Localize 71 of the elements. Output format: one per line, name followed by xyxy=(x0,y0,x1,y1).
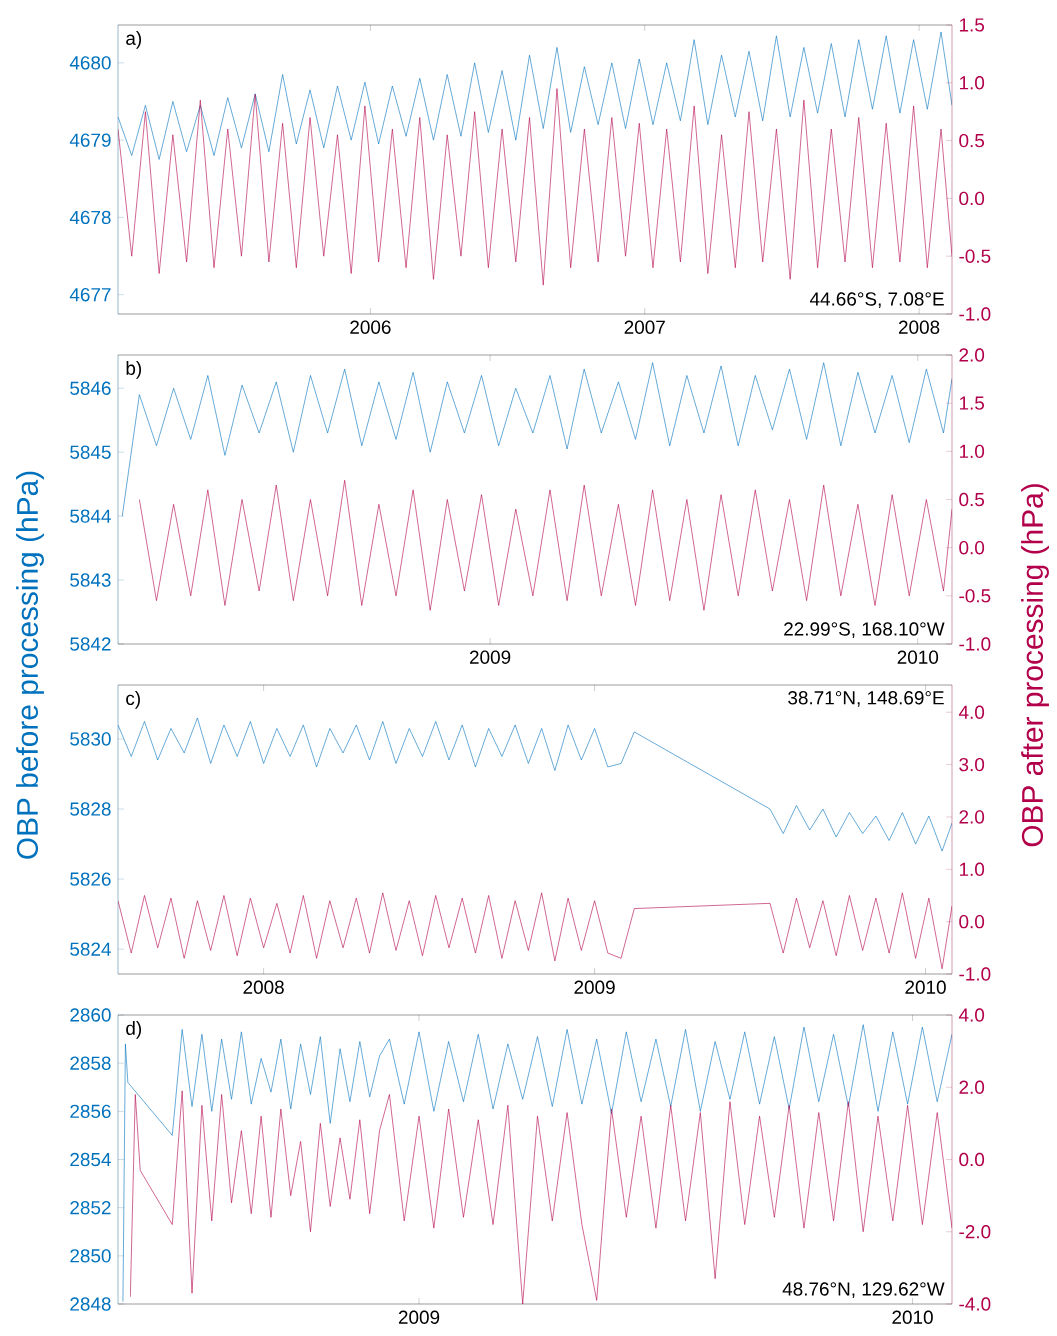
y-tick-label: 5842 xyxy=(70,637,111,651)
line-series xyxy=(118,717,953,852)
x-tick-label: 2009 xyxy=(469,650,511,664)
y-tick-label: 5826 xyxy=(70,872,111,886)
x-tick-label: 2009 xyxy=(574,980,615,994)
y2-tick-label: 3.0 xyxy=(959,757,985,772)
line-series xyxy=(118,31,953,160)
y-tick-label: 5828 xyxy=(70,802,111,816)
y-tick-label: 5830 xyxy=(70,732,111,746)
y-tick-label: 5845 xyxy=(70,445,111,459)
y2-tick-label: 0.0 xyxy=(959,1152,985,1167)
y-tick-label: 2858 xyxy=(70,1056,111,1070)
annotation: a) xyxy=(126,31,142,49)
y-tick-label: 5843 xyxy=(70,573,111,587)
y2-axis-title: OBP after processing (hPa) xyxy=(1021,484,1049,847)
y-tick-label: 2860 xyxy=(70,1008,111,1022)
y-tick-label: 2854 xyxy=(70,1152,111,1167)
y2-tick-label: -1.0 xyxy=(959,637,991,651)
annotation: 44.66°S, 7.08°E xyxy=(809,292,944,308)
x-tick-label: 2010 xyxy=(892,1310,933,1324)
x-tick-label: 2010 xyxy=(897,650,939,664)
y2-tick-label: 1.0 xyxy=(959,76,985,90)
y2-tick-label: -1.0 xyxy=(959,307,991,321)
y2-tick-label: 4.0 xyxy=(958,705,985,719)
annotation: b) xyxy=(126,361,142,379)
y2-tick-label: 0.0 xyxy=(959,914,985,929)
y2-tick-label: 4.0 xyxy=(958,1008,985,1022)
y2-tick-label: 1.5 xyxy=(959,18,985,32)
y-tick-label: 2852 xyxy=(70,1200,111,1215)
y2-tick-label: -1.0 xyxy=(959,967,991,981)
y-tick-label: 2850 xyxy=(70,1249,111,1263)
y2-tick-label: 0.5 xyxy=(959,492,985,507)
y-axis-title: OBP before processing (hPa) xyxy=(16,471,44,859)
x-tick-label: 2008 xyxy=(898,320,940,334)
y-tick-label: 2848 xyxy=(70,1297,111,1311)
y-tick-label: 5844 xyxy=(70,509,111,523)
y2-tick-label: -4.0 xyxy=(959,1297,991,1311)
line-series xyxy=(121,362,953,517)
y2-tick-label: 2.0 xyxy=(959,348,985,362)
line-series xyxy=(118,892,953,970)
x-tick-label: 2007 xyxy=(624,320,665,334)
y-tick-label: 5824 xyxy=(70,942,111,956)
y2-tick-label: 1.0 xyxy=(959,444,985,459)
line-series xyxy=(130,1090,953,1305)
x-tick-label: 2010 xyxy=(905,980,946,994)
y2-tick-label: -0.5 xyxy=(959,589,991,603)
annotation: 38.71°N, 148.69°E xyxy=(788,691,944,707)
y-tick-label: 4680 xyxy=(69,56,111,70)
y2-tick-label: 0.0 xyxy=(959,191,985,206)
annotation: c) xyxy=(126,691,140,709)
x-tick-label: 2008 xyxy=(243,980,284,994)
x-tick-label: 2006 xyxy=(350,320,391,334)
y-tick-label: 4677 xyxy=(69,287,111,302)
annotation: d) xyxy=(126,1021,142,1039)
y-tick-label: 2856 xyxy=(70,1104,111,1119)
y2-tick-label: 1.5 xyxy=(959,396,985,410)
y2-tick-label: -0.5 xyxy=(959,249,991,263)
annotation: 22.99°S, 168.10°W xyxy=(784,622,945,638)
y-tick-label: 4678 xyxy=(69,210,111,225)
y2-tick-label: 0.5 xyxy=(959,133,985,148)
y-tick-label: 5846 xyxy=(70,381,111,395)
line-series xyxy=(139,479,953,611)
y2-tick-label: -2.0 xyxy=(959,1225,991,1239)
y2-tick-label: 2.0 xyxy=(959,810,985,824)
y2-tick-label: 0.0 xyxy=(959,540,985,555)
y2-tick-label: 2.0 xyxy=(959,1080,985,1094)
x-tick-label: 2009 xyxy=(398,1310,440,1324)
annotation: 48.76°N, 129.62°W xyxy=(782,1282,945,1298)
line-series xyxy=(118,88,953,286)
y2-tick-label: 1.0 xyxy=(959,862,985,876)
y-tick-label: 4679 xyxy=(69,133,111,147)
